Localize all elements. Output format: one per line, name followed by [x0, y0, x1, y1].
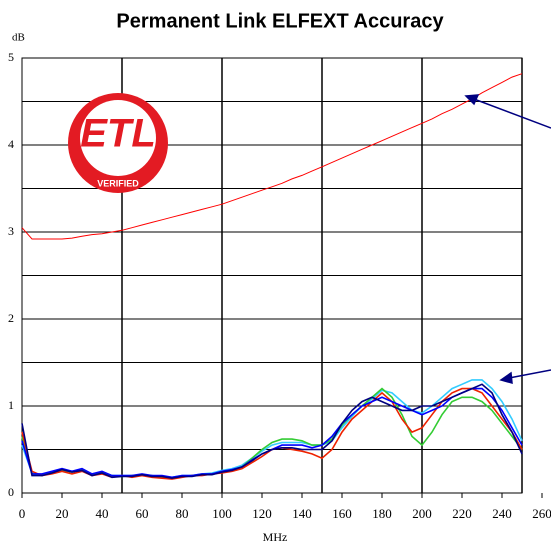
arrow-head	[464, 94, 480, 106]
x-tick-label: 240	[492, 506, 512, 521]
arrow-line	[473, 98, 551, 129]
logo-text: ETL	[80, 112, 156, 156]
arrow-head	[499, 371, 513, 385]
x-tick-label: 180	[372, 506, 392, 521]
y-tick-label: 0	[8, 485, 14, 499]
y-tick-label: 5	[8, 50, 14, 64]
x-tick-label: 0	[19, 506, 26, 521]
x-tick-label: 140	[292, 506, 312, 521]
series-line	[21, 73, 523, 240]
x-tick-label: 40	[96, 506, 109, 521]
arrows	[464, 94, 551, 385]
chart-title: Permanent Link ELFEXT Accuracy	[116, 10, 444, 32]
y-axis-label: dB	[12, 32, 25, 44]
x-tick-label: 160	[332, 506, 352, 521]
x-tick-label: 200	[412, 506, 432, 521]
x-tick-label: 80	[176, 506, 189, 521]
y-tick-label: 1	[8, 398, 14, 412]
x-tick-label: 220	[452, 506, 472, 521]
x-tick-label: 100	[212, 506, 232, 521]
y-tick-label: 4	[8, 137, 14, 151]
x-tick-label: 260	[532, 506, 551, 521]
logo: ETL VERIFIED	[68, 93, 168, 193]
arrow-line	[508, 369, 551, 379]
x-tick-label: 120	[252, 506, 272, 521]
x-axis-label: MHz	[263, 530, 288, 544]
series-line	[21, 383, 523, 480]
y-tick-label: 2	[8, 311, 14, 325]
x-tick-label: 60	[136, 506, 149, 521]
logo-subtext: VERIFIED	[97, 178, 139, 188]
logo-inner	[80, 100, 156, 176]
x-tick-label: 20	[56, 506, 69, 521]
y-tick-label: 3	[8, 224, 14, 238]
